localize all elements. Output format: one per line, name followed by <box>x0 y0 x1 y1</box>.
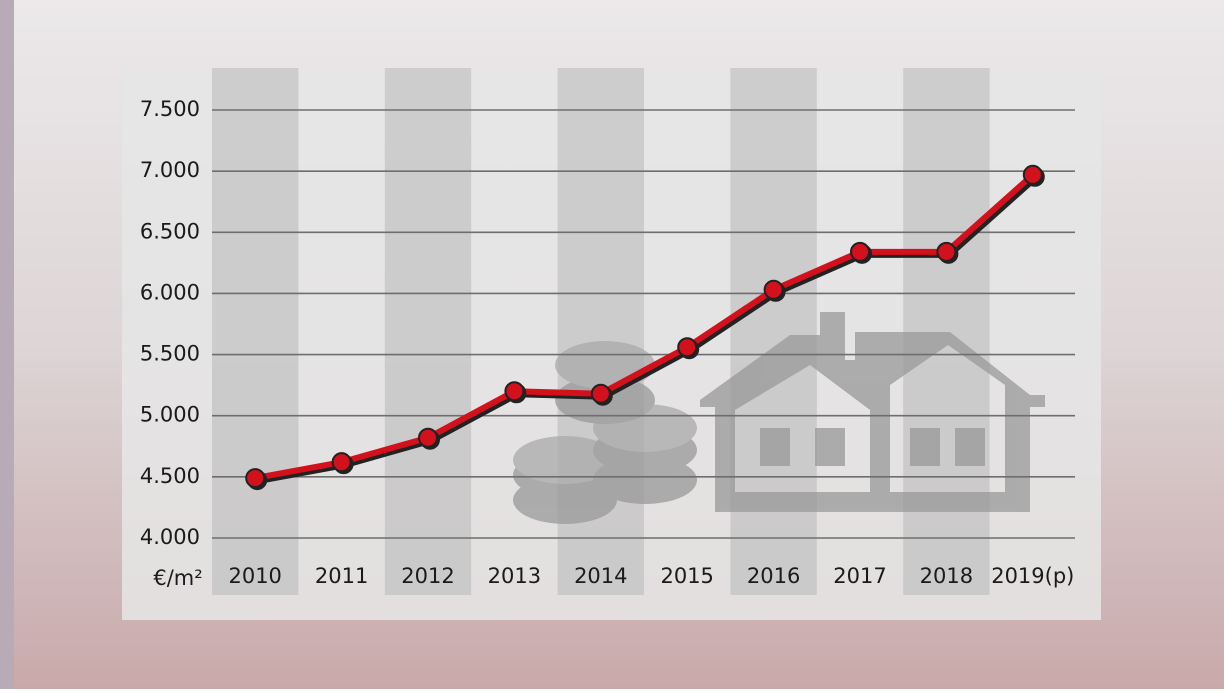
y-tick-label: 4.500 <box>140 464 200 488</box>
point <box>418 427 438 448</box>
x-tick-label: 2018 <box>920 564 973 588</box>
line <box>254 172 1035 482</box>
column-stripe <box>384 68 472 595</box>
point <box>590 383 611 404</box>
x-tick-label: 2013 <box>488 564 541 588</box>
y-tick-label: 6.000 <box>140 280 200 304</box>
x-tick-label: 2016 <box>747 564 800 588</box>
x-tick-label: 2019(p) <box>991 564 1074 588</box>
point <box>245 468 266 489</box>
y-tick-label: 4.000 <box>140 525 200 549</box>
point <box>1022 164 1043 185</box>
column-stripe <box>730 68 817 595</box>
point <box>331 452 352 473</box>
y-tick-label: 7.500 <box>140 97 200 121</box>
y-tick-label: 5.500 <box>140 342 200 366</box>
x-tick-label: 2012 <box>401 564 454 588</box>
point <box>850 241 870 262</box>
x-tick-label: 2017 <box>833 564 886 588</box>
column-stripe <box>903 68 990 595</box>
point <box>677 337 698 358</box>
column-stripe <box>212 68 299 595</box>
y-tick-label: 7.000 <box>140 158 200 182</box>
point <box>763 279 784 300</box>
x-tick-label: 2010 <box>228 564 281 588</box>
point <box>504 381 525 402</box>
x-tick-label: 2011 <box>315 564 368 588</box>
y-tick-label: 5.000 <box>140 403 200 427</box>
x-tick-label: 2014 <box>574 564 627 588</box>
y-tick-label: 6.500 <box>140 219 200 243</box>
unit-label: €/m² <box>153 566 202 590</box>
background-edge <box>0 0 14 689</box>
point <box>936 241 957 262</box>
x-tick-label: 2015 <box>660 564 713 588</box>
